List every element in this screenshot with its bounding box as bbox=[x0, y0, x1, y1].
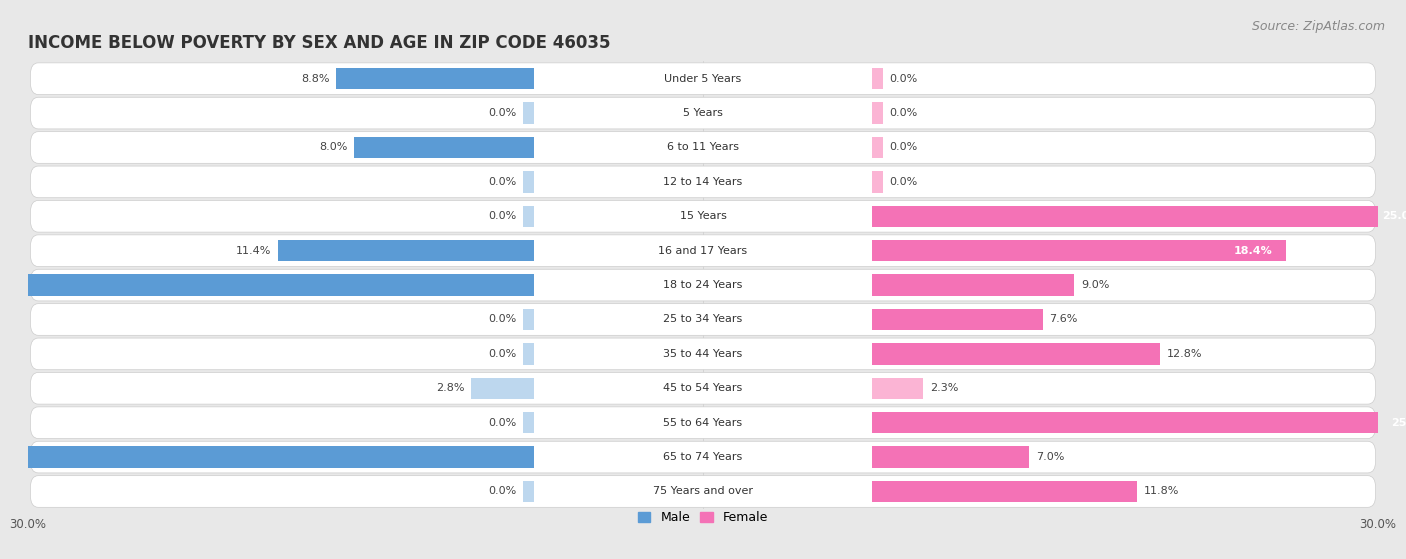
Text: 65 to 74 Years: 65 to 74 Years bbox=[664, 452, 742, 462]
Text: 9.0%: 9.0% bbox=[1081, 280, 1109, 290]
Text: 16 and 17 Years: 16 and 17 Years bbox=[658, 246, 748, 255]
Bar bbox=[278, 240, 534, 262]
Bar bbox=[872, 240, 1285, 262]
Text: 11.8%: 11.8% bbox=[1144, 486, 1180, 496]
Text: 25 to 34 Years: 25 to 34 Years bbox=[664, 315, 742, 324]
Bar bbox=[872, 309, 1043, 330]
Text: 18 to 24 Years: 18 to 24 Years bbox=[664, 280, 742, 290]
Text: 7.0%: 7.0% bbox=[1036, 452, 1064, 462]
Bar bbox=[523, 481, 534, 502]
Text: 8.8%: 8.8% bbox=[301, 74, 329, 84]
Text: 0.0%: 0.0% bbox=[488, 211, 516, 221]
Text: 0.0%: 0.0% bbox=[890, 177, 918, 187]
Bar bbox=[523, 343, 534, 364]
Bar bbox=[523, 412, 534, 433]
Text: 5 Years: 5 Years bbox=[683, 108, 723, 118]
Text: 25.0%: 25.0% bbox=[1382, 211, 1406, 221]
Bar bbox=[872, 171, 883, 192]
Text: 35 to 44 Years: 35 to 44 Years bbox=[664, 349, 742, 359]
FancyBboxPatch shape bbox=[31, 441, 1375, 473]
Text: 11.4%: 11.4% bbox=[236, 246, 271, 255]
Bar bbox=[0, 274, 534, 296]
Text: Source: ZipAtlas.com: Source: ZipAtlas.com bbox=[1251, 20, 1385, 32]
Text: 45 to 54 Years: 45 to 54 Years bbox=[664, 383, 742, 394]
Bar bbox=[872, 102, 883, 124]
Text: 0.0%: 0.0% bbox=[488, 486, 516, 496]
Bar bbox=[523, 102, 534, 124]
Text: INCOME BELOW POVERTY BY SEX AND AGE IN ZIP CODE 46035: INCOME BELOW POVERTY BY SEX AND AGE IN Z… bbox=[28, 34, 610, 51]
Text: 0.0%: 0.0% bbox=[488, 349, 516, 359]
Bar bbox=[523, 206, 534, 227]
Bar bbox=[523, 171, 534, 192]
FancyBboxPatch shape bbox=[31, 304, 1375, 335]
Bar bbox=[872, 274, 1074, 296]
Text: 12.8%: 12.8% bbox=[1167, 349, 1202, 359]
Bar bbox=[523, 309, 534, 330]
FancyBboxPatch shape bbox=[31, 372, 1375, 404]
Text: 0.0%: 0.0% bbox=[488, 108, 516, 118]
Text: 75 Years and over: 75 Years and over bbox=[652, 486, 754, 496]
Text: 2.3%: 2.3% bbox=[931, 383, 959, 394]
Bar bbox=[872, 447, 1029, 468]
FancyBboxPatch shape bbox=[31, 235, 1375, 267]
Bar bbox=[872, 481, 1137, 502]
Bar bbox=[872, 378, 924, 399]
FancyBboxPatch shape bbox=[31, 132, 1375, 163]
Text: 2.8%: 2.8% bbox=[436, 383, 464, 394]
Bar bbox=[872, 137, 883, 158]
Text: 25.4%: 25.4% bbox=[1391, 418, 1406, 428]
Legend: Male, Female: Male, Female bbox=[633, 506, 773, 529]
Text: 18.4%: 18.4% bbox=[1233, 246, 1272, 255]
Bar bbox=[0, 447, 534, 468]
FancyBboxPatch shape bbox=[31, 476, 1375, 508]
Bar bbox=[872, 343, 1160, 364]
Text: 15 Years: 15 Years bbox=[679, 211, 727, 221]
Text: 12 to 14 Years: 12 to 14 Years bbox=[664, 177, 742, 187]
Text: 55 to 64 Years: 55 to 64 Years bbox=[664, 418, 742, 428]
Bar bbox=[872, 68, 883, 89]
Text: 0.0%: 0.0% bbox=[890, 108, 918, 118]
Text: 0.0%: 0.0% bbox=[890, 74, 918, 84]
Text: 7.6%: 7.6% bbox=[1049, 315, 1078, 324]
Bar bbox=[872, 206, 1406, 227]
Bar bbox=[471, 378, 534, 399]
Text: 0.0%: 0.0% bbox=[890, 143, 918, 153]
FancyBboxPatch shape bbox=[31, 166, 1375, 198]
FancyBboxPatch shape bbox=[31, 97, 1375, 129]
FancyBboxPatch shape bbox=[31, 269, 1375, 301]
FancyBboxPatch shape bbox=[31, 63, 1375, 94]
Text: 0.0%: 0.0% bbox=[488, 315, 516, 324]
FancyBboxPatch shape bbox=[31, 338, 1375, 369]
Text: 6 to 11 Years: 6 to 11 Years bbox=[666, 143, 740, 153]
FancyBboxPatch shape bbox=[31, 407, 1375, 438]
Bar bbox=[336, 68, 534, 89]
Bar bbox=[872, 412, 1406, 433]
Text: Under 5 Years: Under 5 Years bbox=[665, 74, 741, 84]
Text: 8.0%: 8.0% bbox=[319, 143, 347, 153]
FancyBboxPatch shape bbox=[31, 201, 1375, 232]
Text: 0.0%: 0.0% bbox=[488, 177, 516, 187]
Bar bbox=[354, 137, 534, 158]
Text: 0.0%: 0.0% bbox=[488, 418, 516, 428]
